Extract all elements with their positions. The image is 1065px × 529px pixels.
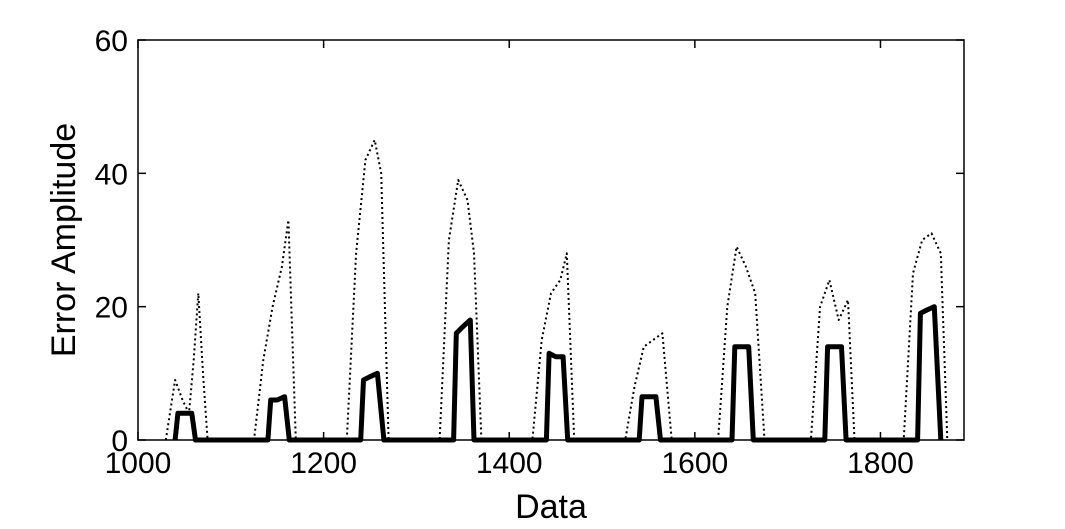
y-tick-label: 0 <box>111 425 128 458</box>
y-tick-label: 60 <box>95 25 128 58</box>
x-tick-label: 1200 <box>290 447 357 480</box>
y-tick-label: 20 <box>95 292 128 325</box>
series-line-solid <box>172 304 944 443</box>
x-axis-ticks: 1000 1200 1400 1600 1800 <box>105 40 914 480</box>
x-tick-label: 1400 <box>476 447 543 480</box>
series-line-dotted <box>164 139 949 441</box>
x-axis-title: Data <box>515 488 587 526</box>
y-tick-label: 40 <box>95 158 128 191</box>
series-layer <box>164 139 949 443</box>
x-tick-label: 1000 <box>105 447 172 480</box>
x-tick-label: 1800 <box>847 447 914 480</box>
x-tick-label: 1600 <box>661 447 728 480</box>
y-axis-title: Error Amplitude <box>45 123 83 357</box>
y-axis-ticks: 0 20 40 60 <box>95 25 964 458</box>
